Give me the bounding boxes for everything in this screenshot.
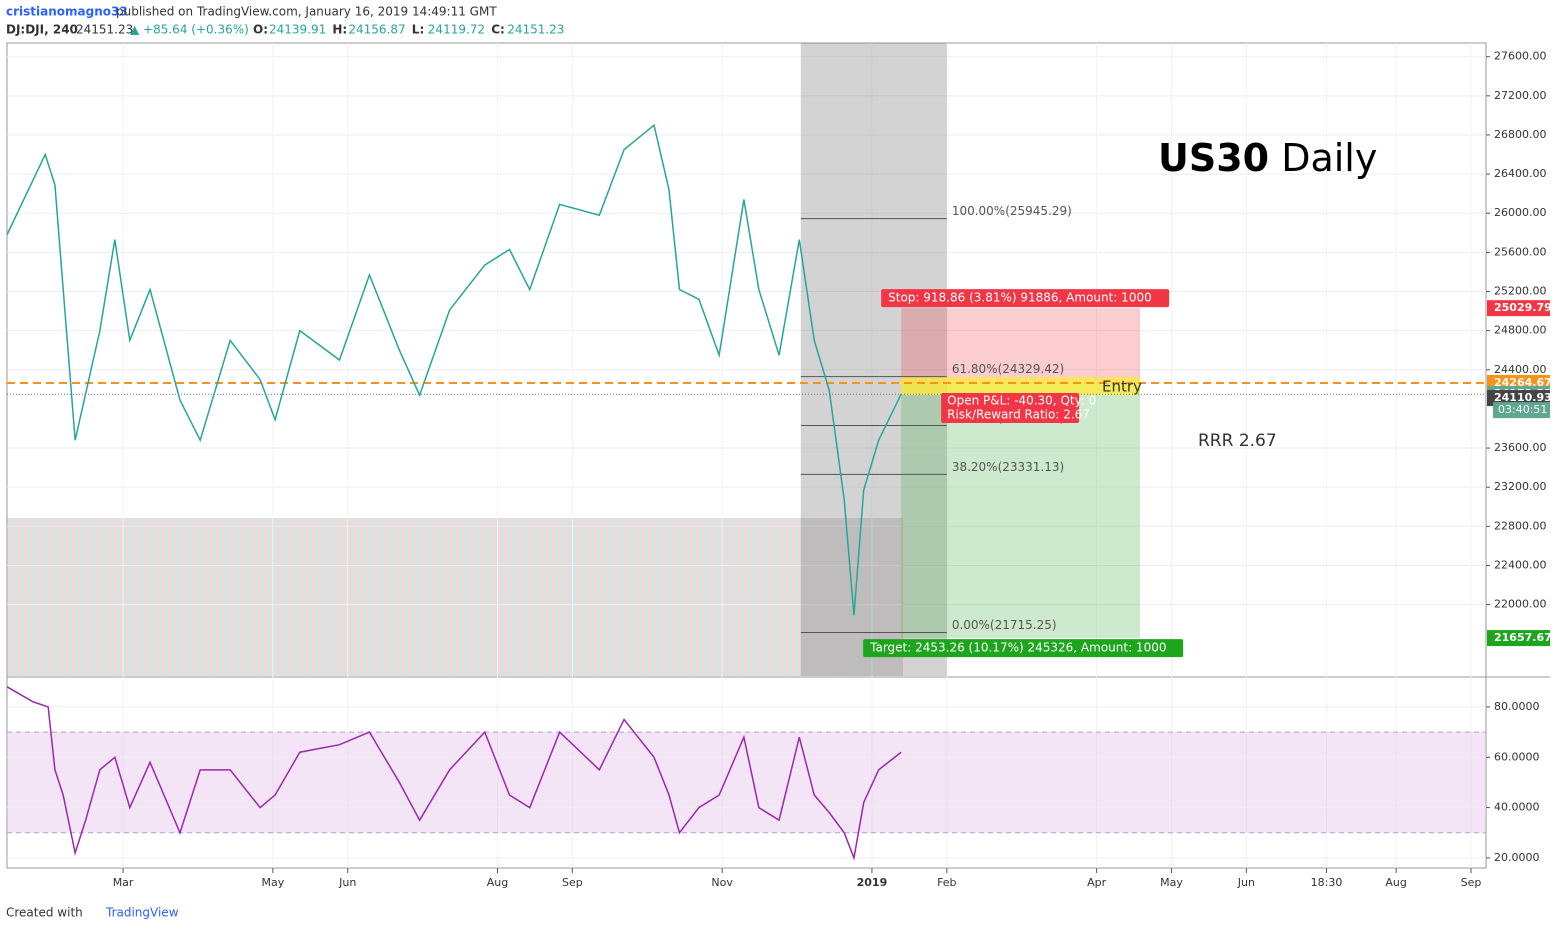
fib-label: 61.80%(24329.42)	[952, 362, 1064, 376]
price-badge-label: 24110.93	[1494, 391, 1552, 404]
y-tick-label: 26000.00	[1494, 206, 1547, 219]
ohlc-item: L:	[412, 23, 424, 37]
price-badge-label: 21657.67	[1494, 631, 1552, 644]
fib-label: 38.20%(23331.13)	[952, 460, 1064, 474]
entry-strip	[901, 377, 1141, 396]
target-label-box	[863, 639, 1184, 658]
y-tick-label: 25600.00	[1494, 245, 1547, 258]
ohlc-item: 24119.72	[428, 23, 485, 37]
series-line	[6, 123, 902, 616]
y-tick-label: 23200.00	[1494, 480, 1547, 493]
x-tick-label: Sep	[562, 876, 583, 889]
price-badge	[1487, 390, 1550, 407]
y-tick-label: 24400.00	[1494, 363, 1547, 376]
last: 24151.23	[76, 23, 133, 37]
title-bold: US30	[1158, 136, 1269, 180]
ohlc: O: 24139.91 H: 24156.87 L: 24119.72 C: 24151.23	[253, 23, 564, 37]
countdown: 03:40:51	[1498, 403, 1547, 416]
x-tick-label: May	[261, 876, 284, 889]
stop-label: Stop: 918.86 (3.81%) 91886, Amount: 1000	[888, 291, 1152, 305]
price-badge	[1487, 630, 1550, 647]
x-tick-label: Feb	[937, 876, 956, 889]
y-tick-label: 23600.00	[1494, 441, 1547, 454]
pnl-box	[941, 393, 1080, 424]
ohlc-item: 24156.87	[348, 23, 405, 37]
published: published on TradingView.com, January 16…	[116, 5, 497, 19]
ohlc-item: O:	[253, 23, 268, 37]
volume-area	[7, 518, 903, 676]
y-tick-label: 27200.00	[1494, 89, 1547, 102]
target-label: Target: 2453.26 (10.17%) 245326, Amount:…	[869, 641, 1166, 655]
y-tick-label: 22000.00	[1494, 598, 1547, 611]
y-tick-label: 22400.00	[1494, 558, 1547, 571]
ohlc-item: 24151.23	[507, 23, 564, 37]
x-tick-label: Aug	[1385, 876, 1406, 889]
entry-label: Entry	[1102, 378, 1142, 396]
countdown-badge	[1493, 402, 1550, 419]
title-rest: Daily	[1281, 136, 1377, 180]
y-tick-label: 26400.00	[1494, 167, 1547, 180]
annotation: RRR 2.67	[1198, 431, 1277, 451]
y-tick-label: 20.0000	[1494, 851, 1540, 864]
y-tick-label: 40.0000	[1494, 801, 1540, 814]
chart-title: US30 Daily	[1158, 136, 1377, 180]
author[interactable]: cristianomagno33	[6, 5, 128, 19]
fib-label: 0.00%(21715.25)	[952, 618, 1057, 632]
x-tick-label: Jun	[338, 876, 356, 889]
highlight-range	[800, 43, 947, 676]
pnl-label: Open P&L: -40.30, Qty: 0	[947, 394, 1096, 408]
x-tick-label: Apr	[1087, 876, 1107, 889]
ohlc-item: H:	[332, 23, 347, 37]
rr-label: Risk/Reward Ratio: 2.67	[947, 408, 1090, 422]
price-badge-label: 24264.67	[1494, 376, 1552, 389]
x-tick-label: 18:30	[1311, 876, 1343, 889]
x-tick-label: Sep	[1461, 876, 1482, 889]
x-tick-label: 2019	[857, 876, 888, 889]
y-tick-label: 60.0000	[1494, 750, 1540, 763]
change: ▲ +85.64 (+0.36%)	[130, 23, 249, 37]
y-tick-label: 22800.00	[1494, 519, 1547, 532]
y-tick-label: 25200.00	[1494, 285, 1547, 298]
ohlc-item: 24139.91	[269, 23, 326, 37]
price-badge-label: 25029.79	[1494, 301, 1552, 314]
stop-label-box	[881, 289, 1170, 308]
y-tick-label: 80.0000	[1494, 700, 1540, 713]
y-tick-label: 24800.00	[1494, 324, 1547, 337]
footer-brand[interactable]: TradingView	[105, 906, 179, 920]
x-tick-label: Nov	[711, 876, 733, 889]
x-tick-label: May	[1160, 876, 1183, 889]
y-tick-label: 26800.00	[1494, 128, 1547, 141]
series-line	[6, 686, 902, 861]
x-tick-label: Aug	[487, 876, 508, 889]
frame	[6, 42, 1487, 869]
ohlc-item: C:	[491, 23, 505, 37]
symbol: DJ:DJI, 240	[6, 23, 78, 37]
fib-label: 100.00%(25945.29)	[952, 204, 1072, 218]
x-tick-label: Jun	[1237, 876, 1255, 889]
x-tick-label: Mar	[113, 876, 134, 889]
stop-zone	[901, 308, 1141, 384]
footer-created: Created with	[6, 906, 83, 920]
price-badge	[1487, 300, 1550, 317]
y-tick-label: 27600.00	[1494, 50, 1547, 63]
